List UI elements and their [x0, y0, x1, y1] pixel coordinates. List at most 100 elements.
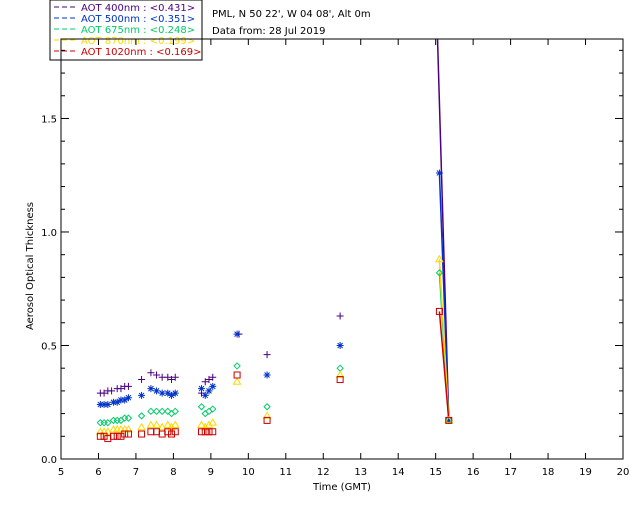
x-tick-label: 10 [242, 467, 255, 478]
data-point [121, 396, 129, 404]
data-point [209, 428, 217, 436]
data-point [164, 389, 172, 397]
x-tick-label: 13 [354, 467, 367, 478]
data-point [96, 432, 104, 440]
data-point [121, 430, 129, 438]
data-point [171, 389, 179, 397]
data-point [147, 407, 155, 416]
data-point [232, 377, 242, 385]
data-point [205, 407, 213, 416]
date-info: Data from: 28 Jul 2019 [212, 26, 325, 37]
data-point [152, 420, 161, 428]
data-point [138, 391, 146, 399]
data-point [113, 398, 121, 406]
x-tick-label: 9 [208, 467, 214, 478]
data-point [209, 382, 217, 390]
data-point [233, 371, 241, 379]
data-point [163, 420, 173, 428]
data-point [113, 416, 121, 425]
data-point [153, 371, 161, 379]
data-point [335, 370, 345, 378]
data-point [198, 428, 205, 436]
data-point [120, 414, 129, 422]
data-point [201, 391, 209, 399]
data-point [158, 407, 166, 416]
series-points [95, 169, 454, 443]
data-point [104, 418, 112, 427]
data-point [209, 373, 217, 381]
x-tick-label: 8 [170, 467, 176, 478]
data-point [124, 382, 132, 390]
data-point [336, 312, 344, 320]
data-point [113, 432, 121, 440]
legend-entry: AOT 675nm : <0.248> [81, 25, 195, 36]
plot-frame [60, 38, 624, 460]
data-point [435, 169, 443, 177]
location-info: PML, N 50 22', W 04 08', Alt 0m [212, 9, 371, 20]
data-point [124, 394, 132, 402]
data-point [263, 416, 271, 424]
x-tick-label: 15 [429, 467, 442, 478]
y-axis: 0.0 0.5 1.0 1.5 [41, 49, 623, 466]
data-point [109, 398, 117, 406]
data-point [117, 385, 125, 393]
data-point [100, 401, 108, 409]
data-point [171, 373, 179, 381]
x-axis-label: Time (GMT) [312, 482, 371, 493]
x-axis: 5 6 7 8 9 10 11 12 13 14 15 16 17 18 19 20 [58, 39, 629, 478]
data-point [444, 415, 454, 424]
y-tick-label: 1.0 [41, 228, 57, 239]
data-point [204, 420, 214, 428]
x-tick-label: 12 [317, 467, 330, 478]
data-point [201, 378, 209, 386]
data-point [233, 330, 241, 338]
data-point [103, 427, 113, 435]
data-point [109, 432, 117, 440]
data-point [152, 407, 161, 416]
y-axis-label: Aerosol Optical Thickness [25, 202, 36, 330]
y-tick-label: 0.0 [41, 455, 57, 466]
legend-entry: AOT 500nm : <0.351> [81, 14, 195, 25]
data-point [137, 412, 146, 420]
legend-entry: AOT 1020nm : <0.169> [81, 47, 201, 58]
data-point [96, 418, 105, 427]
x-tick-label: 14 [392, 467, 405, 478]
data-point [147, 385, 155, 393]
data-point [124, 414, 133, 422]
y-tick-label: 1.5 [41, 114, 57, 125]
data-point [100, 389, 108, 397]
x-tick-label: 5 [58, 467, 64, 478]
data-point [96, 401, 104, 409]
data-point [171, 428, 179, 436]
data-point [164, 428, 172, 436]
data-point [198, 385, 205, 393]
data-point [263, 351, 271, 359]
data-point [158, 430, 166, 438]
data-point [208, 418, 218, 426]
data-point [209, 405, 217, 413]
x-tick-label: 6 [95, 467, 101, 478]
series-line [438, 172, 450, 421]
data-point [157, 422, 167, 431]
x-tick-label: 19 [579, 467, 592, 478]
data-point [445, 416, 453, 424]
data-point [164, 407, 172, 416]
data-point [197, 420, 206, 428]
data-point [117, 396, 125, 404]
data-point [197, 403, 206, 411]
x-tick-label: 18 [542, 467, 555, 478]
data-point [170, 420, 180, 428]
legend: AOT 400nm : <0.431>AOT 500nm : <0.351>AO… [49, 0, 203, 61]
data-point [171, 407, 179, 416]
data-point [108, 387, 116, 395]
data-point [201, 409, 209, 418]
data-point [168, 376, 176, 384]
x-tick-label: 17 [504, 467, 517, 478]
data-point [100, 432, 108, 440]
data-point [164, 373, 172, 381]
series-line [438, 311, 450, 421]
data-point [146, 420, 156, 428]
series-lines [436, 38, 450, 421]
data-point [138, 430, 146, 438]
data-point [168, 430, 176, 438]
